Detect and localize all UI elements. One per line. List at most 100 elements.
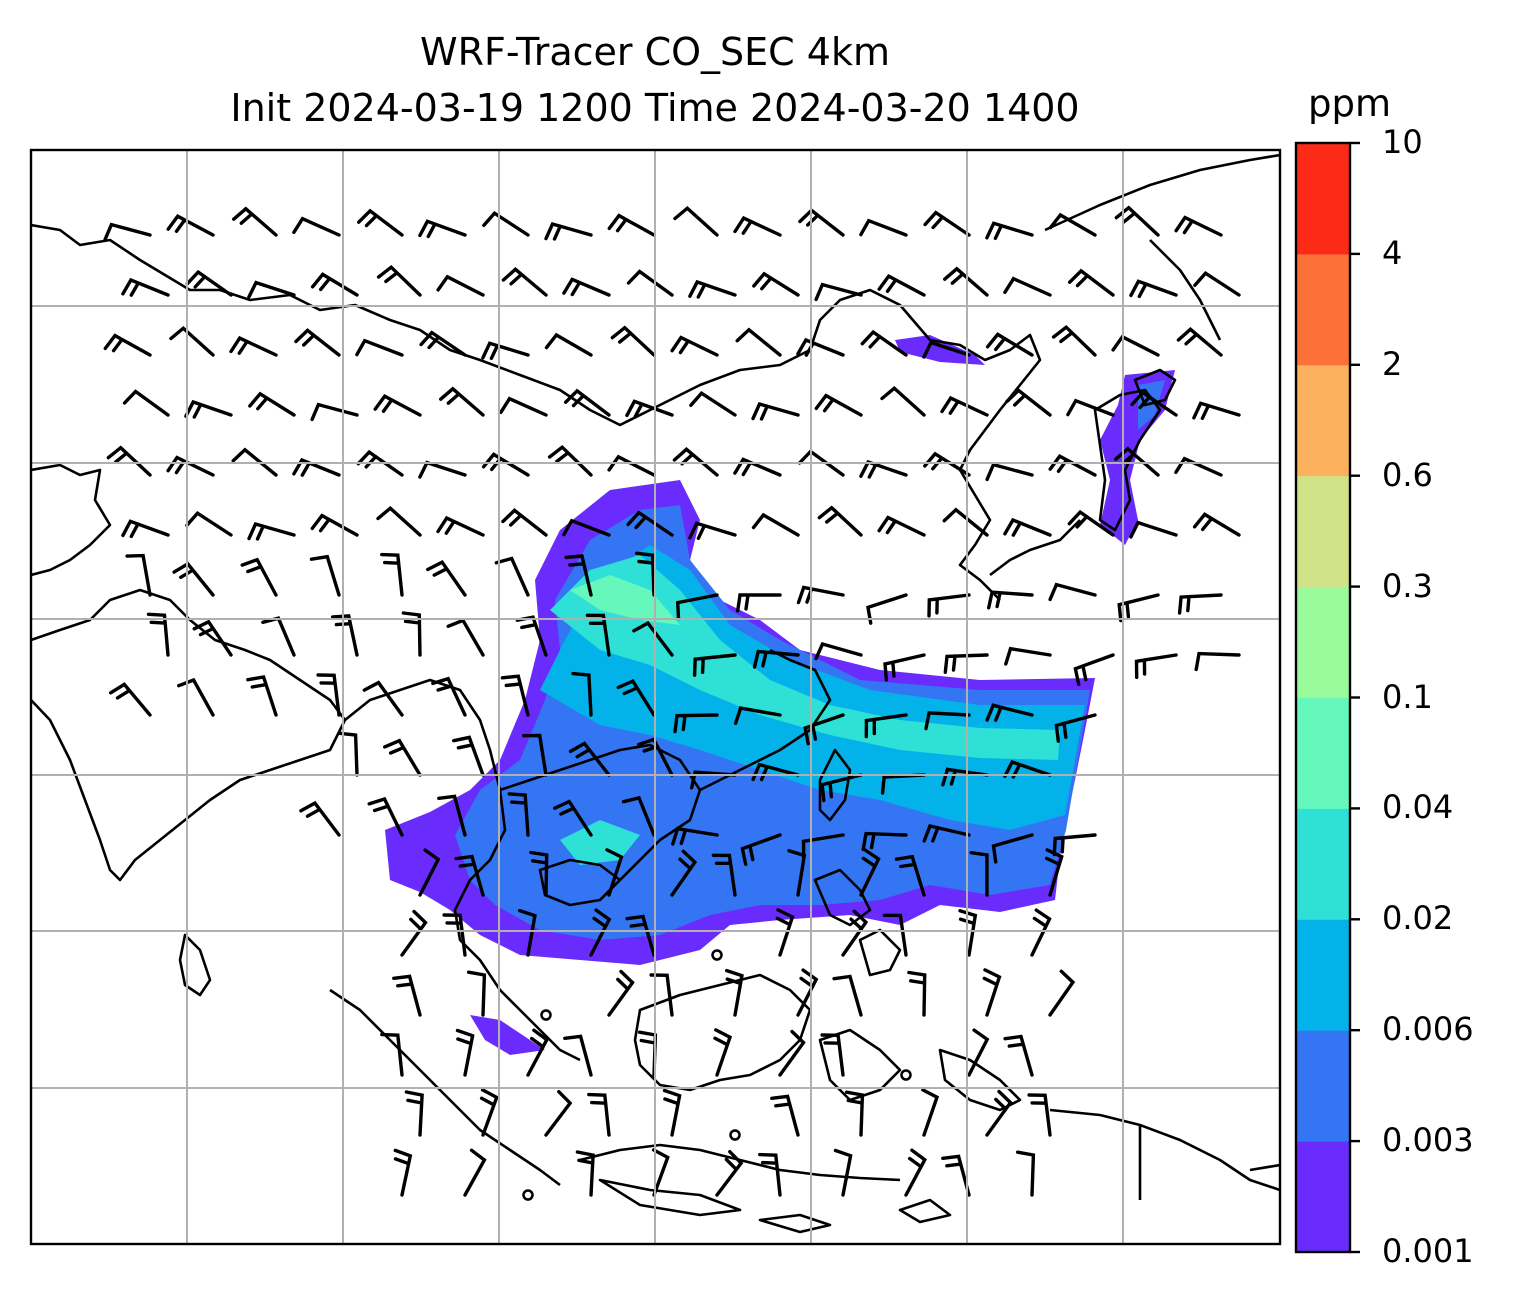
colorbar (1294, 141, 1360, 1254)
wind-barb-244 (651, 1148, 670, 1197)
wind-barb-155 (803, 713, 845, 746)
wind-barb-157 (924, 711, 971, 731)
wind-barb-115 (564, 554, 593, 597)
wind-barb-193 (894, 854, 926, 897)
wind-barb-148 (362, 680, 404, 717)
wind-barb-37 (169, 325, 215, 357)
wind-barb-161 (383, 738, 422, 777)
wind-barb-190 (711, 853, 737, 897)
wind-barb-204 (882, 913, 908, 957)
wind-barb-31 (943, 266, 989, 297)
wind-barb-0 (103, 222, 152, 242)
colorbar-bin-6 (1296, 475, 1350, 588)
wind-barb-159 (1054, 713, 1097, 743)
colorbar-bin-7 (1296, 364, 1350, 477)
wind-barb-63 (689, 390, 737, 417)
wind-barb-122 (987, 590, 1034, 610)
wind-barb-173 (367, 796, 404, 837)
wind-barb-4 (357, 208, 404, 237)
wind-barb-246 (758, 1152, 782, 1197)
wind-barb-105 (1067, 509, 1115, 537)
wind-barb-182 (922, 824, 971, 843)
wind-barb-202 (775, 908, 795, 957)
colorbar-bin-9 (1296, 143, 1350, 255)
wind-calm-242 (522, 1189, 534, 1201)
wind-barb-9 (673, 205, 719, 237)
wind-barb-154 (733, 706, 782, 725)
wind-barb-74 (231, 447, 278, 477)
wind-barb-221 (563, 1034, 593, 1077)
wind-barb-183 (991, 833, 1034, 864)
wind-barb-194 (969, 851, 989, 897)
wind-barb-131 (446, 618, 485, 657)
wind-barb-143 (1194, 651, 1241, 672)
wind-barb-49 (922, 340, 971, 359)
colorbar-unit: ppm (1308, 82, 1392, 125)
wind-barb-41 (419, 330, 467, 357)
wind-barb-26 (626, 269, 674, 297)
wind-barb-136 (752, 649, 800, 669)
plume-level-4b (560, 820, 640, 865)
wind-barb-20 (247, 280, 296, 299)
wind-barb-13 (923, 210, 971, 237)
wind-barb-117 (675, 593, 719, 621)
colorbar-label-4: 0.04 (1382, 788, 1454, 827)
wind-barb-23 (436, 274, 485, 297)
wind-barb-53 (1176, 327, 1223, 357)
colorbar-bin-5 (1296, 586, 1350, 698)
wind-barb-114 (494, 556, 530, 597)
wind-barb-197 (442, 913, 467, 957)
wind-barb-220 (526, 1028, 549, 1077)
wind-barb-119 (796, 585, 845, 605)
wind-barb-214 (832, 974, 863, 1017)
wind-barb-203 (841, 909, 869, 957)
wind-barb-12 (859, 218, 908, 237)
colorbar-label-7: 0.6 (1382, 455, 1433, 494)
colorbar-label-8: 2 (1382, 344, 1403, 383)
wind-barb-21 (310, 272, 359, 297)
plume-korea (895, 335, 985, 365)
wind-barb-76 (356, 449, 404, 477)
wind-barb-175 (507, 792, 530, 837)
wind-barb-178 (671, 826, 719, 846)
wind-barb-92 (247, 521, 296, 541)
wind-barb-106 (1129, 520, 1178, 539)
wind-barb-65 (814, 393, 863, 417)
wind-barb-62 (625, 399, 674, 419)
wind-barb-195 (1045, 848, 1064, 897)
colorbar-bin-8 (1296, 253, 1350, 366)
wind-barb-112 (380, 552, 404, 597)
wind-barb-238 (985, 1089, 1013, 1137)
wind-barb-196 (400, 909, 428, 957)
wind-barb-71 (1192, 401, 1241, 420)
wind-barb-145 (177, 677, 215, 717)
wind-barb-86 (985, 462, 1034, 482)
wind-barb-151 (571, 671, 593, 717)
wind-calm-226 (900, 1069, 912, 1081)
wind-barb-15 (1048, 212, 1097, 237)
wind-barb-215 (907, 970, 927, 1017)
wind-barb-64 (751, 401, 800, 421)
wind-barb-95 (436, 515, 485, 537)
colorbar-label-0: 0.001 (1382, 1232, 1474, 1270)
wind-barb-16 (1114, 205, 1160, 237)
wind-barb-184 (1052, 833, 1097, 857)
wind-barb-87 (1048, 454, 1097, 477)
wind-barb-247 (833, 1148, 853, 1197)
wind-barb-223 (713, 1028, 733, 1077)
wind-barb-98 (626, 510, 674, 537)
wind-barb-137 (814, 641, 863, 661)
wind-barb-129 (331, 614, 359, 657)
wind-barb-185 (418, 848, 441, 897)
wind-barb-243 (575, 1150, 595, 1197)
wind-barb-17 (1174, 215, 1223, 237)
wind-calm-209 (540, 1009, 552, 1021)
wind-barb-216 (982, 968, 1002, 1017)
wind-barb-51 (1051, 324, 1097, 357)
wind-barb-156 (864, 713, 908, 739)
colorbar-bin-4 (1296, 697, 1350, 809)
wind-barb-54 (122, 389, 170, 417)
coastlines (31, 153, 1280, 1234)
wind-barb-93 (310, 513, 359, 537)
wind-barb-207 (392, 974, 422, 1017)
